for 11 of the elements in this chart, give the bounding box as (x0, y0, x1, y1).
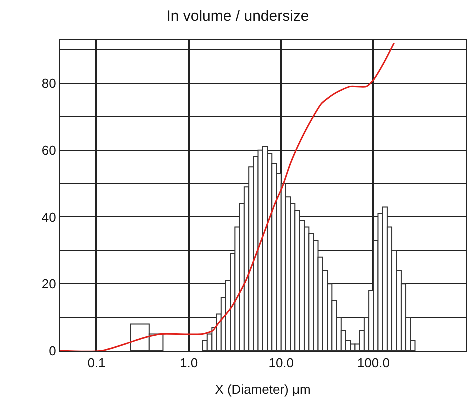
y-tick-label: 40 (42, 210, 56, 225)
x-axis-title: X (Diameter) μm (215, 382, 311, 398)
y-tick-label: 60 (42, 142, 56, 158)
y-tick-label: 80 (42, 76, 56, 92)
y-tick-label: 0 (49, 344, 56, 359)
chart-title: In volume / undersize (166, 8, 310, 25)
y-tick-label: 20 (42, 276, 56, 292)
x-tick-label: 1.0 (180, 356, 198, 371)
x-tick-label: 100.0 (357, 356, 390, 371)
x-tick-label: 0.1 (88, 356, 106, 371)
x-tick-label: 10.0 (268, 356, 294, 371)
